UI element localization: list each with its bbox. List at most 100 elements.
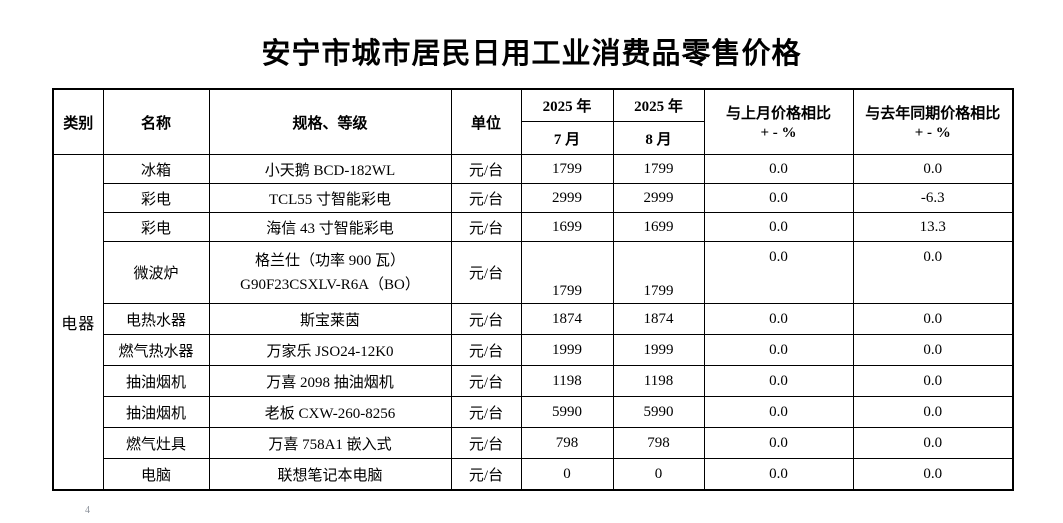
cell-spec: 海信 43 寸智能彩电 <box>208 212 452 242</box>
col-header-category: 类别 <box>52 88 104 155</box>
cell-unit: 元/台 <box>450 334 522 366</box>
cell-name: 抽油烟机 <box>102 396 210 428</box>
col-header-vs-last-month: 与上月价格相比 + - % <box>703 88 854 155</box>
cell-unit: 元/台 <box>450 303 522 335</box>
cell-name: 电热水器 <box>102 303 210 335</box>
cell-vs-month: 0.0 <box>703 212 854 242</box>
cell-price-jul: 0 <box>520 458 614 491</box>
cell-spec: 万家乐 JSO24-12K0 <box>208 334 452 366</box>
cell-name: 彩电 <box>102 212 210 242</box>
cell-vs-month: 0.0 <box>703 365 854 397</box>
cell-spec: 联想笔记本电脑 <box>208 458 452 491</box>
cell-price-jul: 5990 <box>520 396 614 428</box>
cell-vs-month: 0.0 <box>703 396 854 428</box>
cell-spec: TCL55 寸智能彩电 <box>208 183 452 213</box>
cell-unit: 元/台 <box>450 458 522 491</box>
cell-price-aug: 1874 <box>612 303 705 335</box>
col-header-spec: 规格、等级 <box>208 88 452 155</box>
header-row-1: 类别 名称 规格、等级 单位 2025 年 2025 年 与上月价格相比 + -… <box>52 88 1014 155</box>
cell-vs-year: -6.3 <box>852 183 1014 213</box>
vs-last-year-label: 与去年同期价格相比 <box>865 106 1001 122</box>
col-header-month1-year: 2025 年 <box>520 88 614 122</box>
cell-price-jul: 1198 <box>520 365 614 397</box>
cell-spec: 小天鹅 BCD-182WL <box>208 154 452 184</box>
cell-vs-year: 0.0 <box>852 458 1014 491</box>
spec-line-2: G90F23CSXLV-R6A（BO） <box>240 276 420 293</box>
cell-price-aug: 1699 <box>612 212 705 242</box>
cell-price-jul: 798 <box>520 427 614 459</box>
cell-price-jul: 2999 <box>520 183 614 213</box>
cell-spec: 斯宝莱茵 <box>208 303 452 335</box>
col-header-unit: 单位 <box>450 88 522 155</box>
page-number: 4 <box>85 505 90 516</box>
cell-vs-month: 0.0 <box>703 303 854 335</box>
cell-unit: 元/台 <box>450 183 522 213</box>
cell-name: 微波炉 <box>102 241 210 304</box>
cell-unit: 元/台 <box>450 241 522 304</box>
cell-unit: 元/台 <box>450 396 522 428</box>
cell-price-aug: 1799 <box>612 241 705 304</box>
cell-vs-year: 0.0 <box>852 241 1014 304</box>
spec-line-1: 格兰仕（功率 900 瓦） <box>254 252 405 269</box>
cell-price-aug: 0 <box>612 458 705 491</box>
cell-spec: 万喜 2098 抽油烟机 <box>208 365 452 397</box>
cell-spec: 老板 CXW-260-8256 <box>208 396 452 428</box>
cell-spec: 万喜 758A1 嵌入式 <box>208 427 452 459</box>
header-row-2: 7 月 8 月 <box>53 121 1013 155</box>
cell-vs-year: 13.3 <box>852 212 1014 242</box>
cell-vs-year: 0.0 <box>852 154 1014 184</box>
cell-name: 抽油烟机 <box>102 365 210 397</box>
vs-last-month-sign: + - % <box>760 125 797 141</box>
col-header-month1: 7 月 <box>520 121 614 155</box>
table-row: 彩电 海信 43 寸智能彩电 元/台 1699 1699 0.0 13.3 <box>53 212 1014 242</box>
table-row: 抽油烟机 老板 CXW-260-8256 元/台 5990 5990 0.0 0… <box>53 396 1014 428</box>
table-row: 电器 冰箱 小天鹅 BCD-182WL 元/台 1799 1799 0.0 0.… <box>52 154 1014 491</box>
cell-name: 燃气灶具 <box>102 427 210 459</box>
cell-spec: 格兰仕（功率 900 瓦） G90F23CSXLV-R6A（BO） <box>208 241 452 304</box>
cell-price-aug: 798 <box>612 427 705 459</box>
table-row: 燃气热水器 万家乐 JSO24-12K0 元/台 1999 1999 0.0 0… <box>53 334 1014 366</box>
col-header-month2: 8 月 <box>612 121 705 155</box>
col-header-month2-year: 2025 年 <box>612 88 705 122</box>
cell-vs-year: 0.0 <box>852 427 1014 459</box>
cell-vs-year: 0.0 <box>852 396 1014 428</box>
cell-vs-month: 0.0 <box>703 183 854 213</box>
cell-name: 彩电 <box>102 183 210 213</box>
col-header-vs-last-year: 与去年同期价格相比 + - % <box>852 88 1014 155</box>
table-row: 彩电 TCL55 寸智能彩电 元/台 2999 2999 0.0 -6.3 <box>53 183 1014 213</box>
cell-price-aug: 2999 <box>612 183 705 213</box>
cell-vs-year: 0.0 <box>852 334 1014 366</box>
cell-vs-year: 0.0 <box>852 365 1014 397</box>
price-table: 类别 名称 规格、等级 单位 2025 年 2025 年 与上月价格相比 + -… <box>52 88 1014 491</box>
page-title: 安宁市城市居民日用工业消费品零售价格 <box>261 38 802 70</box>
cell-unit: 元/台 <box>450 427 522 459</box>
cell-price-aug: 1999 <box>612 334 705 366</box>
table-row: 微波炉 格兰仕（功率 900 瓦） G90F23CSXLV-R6A（BO） 元/… <box>53 241 1014 304</box>
category-cell: 电器 <box>52 154 104 491</box>
cell-price-jul: 1799 <box>520 241 614 304</box>
cell-price-jul: 1699 <box>520 212 614 242</box>
cell-vs-month: 0.0 <box>703 427 854 459</box>
cell-name: 电脑 <box>102 458 210 491</box>
cell-price-aug: 5990 <box>612 396 705 428</box>
cell-vs-month: 0.0 <box>703 241 854 304</box>
table-row: 电热水器 斯宝莱茵 元/台 1874 1874 0.0 0.0 <box>53 303 1014 335</box>
cell-vs-month: 0.0 <box>703 334 854 366</box>
cell-unit: 元/台 <box>450 365 522 397</box>
cell-name: 冰箱 <box>102 154 210 184</box>
table-row: 电脑 联想笔记本电脑 元/台 0 0 0.0 0.0 <box>53 458 1014 491</box>
cell-price-jul: 1999 <box>520 334 614 366</box>
cell-vs-year: 0.0 <box>852 303 1014 335</box>
cell-unit: 元/台 <box>450 154 522 184</box>
cell-price-jul: 1874 <box>520 303 614 335</box>
cell-price-aug: 1198 <box>612 365 705 397</box>
cell-unit: 元/台 <box>450 212 522 242</box>
vs-last-year-sign: + - % <box>914 125 951 141</box>
cell-vs-month: 0.0 <box>703 458 854 491</box>
cell-vs-month: 0.0 <box>703 154 854 184</box>
col-header-name: 名称 <box>102 88 210 155</box>
cell-name: 燃气热水器 <box>102 334 210 366</box>
table-row: 燃气灶具 万喜 758A1 嵌入式 元/台 798 798 0.0 0.0 <box>53 427 1014 459</box>
cell-price-jul: 1799 <box>520 154 614 184</box>
